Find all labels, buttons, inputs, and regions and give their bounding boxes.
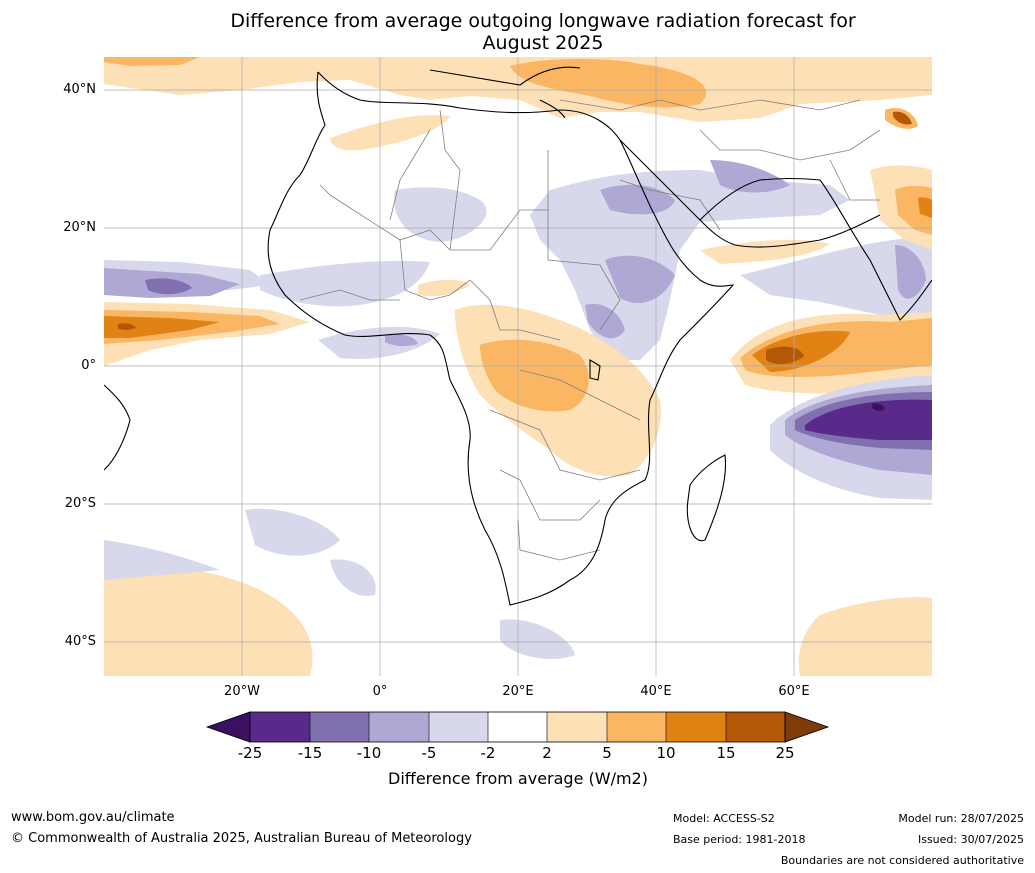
colorbar-tick: 5 — [602, 744, 612, 762]
colorbar-tick: -5 — [421, 744, 437, 762]
lat-label-40s: 40°S — [64, 634, 96, 649]
footer-model-run: Model run: 28/07/2025 — [898, 812, 1024, 825]
footer-model: Model: ACCESS-S2 — [673, 812, 775, 825]
footer-base-period: Base period: 1981-2018 — [673, 833, 806, 846]
colorbar-label: Difference from average (W/m2) — [388, 769, 648, 788]
colorbar-bin — [429, 712, 488, 742]
footer-copyright: © Commonwealth of Australia 2025, Austra… — [11, 831, 472, 846]
country-borders — [299, 99, 881, 561]
colorbar-tick: -10 — [356, 744, 382, 762]
map-title-line-1: Difference from average outgoing longwav… — [230, 10, 856, 32]
colorbar-tick: 10 — [656, 744, 676, 762]
colorbar-bin — [547, 712, 607, 742]
colorbar-tick: 25 — [775, 744, 795, 762]
colorbar-tick: -15 — [297, 744, 323, 762]
lat-label-0: 0° — [81, 358, 96, 373]
colorbar-tick: -25 — [237, 744, 263, 762]
colorbar-bin — [726, 712, 785, 742]
lon-label-60e: 60°E — [778, 684, 810, 699]
colorbar — [205, 711, 830, 743]
footer-url[interactable]: www.bom.gov.au/climate — [11, 810, 175, 825]
footer-disclaimer: Boundaries are not considered authoritat… — [780, 854, 1024, 867]
lat-label-20n: 20°N — [63, 220, 96, 235]
lon-label-20e: 20°E — [502, 684, 534, 699]
colorbar-high-arrow — [784, 711, 830, 743]
footer-issued: Issued: 30/07/2025 — [917, 833, 1024, 846]
lat-label-40n: 40°N — [63, 82, 96, 97]
colorbar-tick: -2 — [480, 744, 496, 762]
graticule — [104, 57, 932, 676]
map-panel — [104, 57, 932, 676]
coastlines — [104, 66, 932, 606]
lat-label-20s: 20°S — [64, 496, 96, 511]
map-title: Difference from average outgoing longwav… — [100, 10, 986, 54]
colorbar-low-arrow — [205, 711, 251, 743]
colorbar-tick: 2 — [542, 744, 552, 762]
lon-label-40e: 40°E — [640, 684, 672, 699]
colorbar-bin — [369, 712, 429, 742]
colorbar-bin — [250, 712, 310, 742]
anomaly-shading — [104, 57, 932, 676]
map-title-line-2: August 2025 — [482, 32, 604, 54]
colorbar-bin — [488, 712, 547, 742]
lon-label-20w: 20°W — [224, 684, 260, 699]
colorbar-bin — [310, 712, 369, 742]
lon-label-0: 0° — [372, 684, 388, 699]
colorbar-bin — [607, 712, 666, 742]
colorbar-bin — [666, 712, 726, 742]
colorbar-tick: 15 — [716, 744, 736, 762]
